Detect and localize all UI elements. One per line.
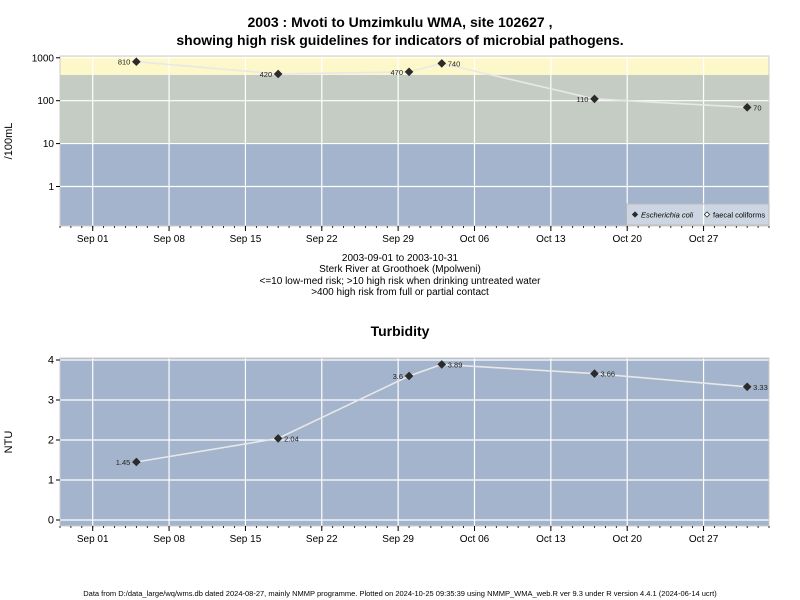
- x-tick-label: Oct 13: [536, 534, 566, 545]
- data-label: 110: [577, 95, 589, 104]
- site-name: Sterk River at Groothoek (Mpolweni): [319, 264, 481, 275]
- x-tick-label: Sep 22: [306, 534, 338, 545]
- y-tick-label: 4: [48, 355, 54, 367]
- legend-box: [626, 203, 770, 226]
- x-tick-label: Sep 29: [382, 234, 414, 245]
- chart-title-line1: 2003 : Mvoti to Umzimkulu WMA, site 1026…: [247, 14, 553, 30]
- x-tick-label: Sep 15: [230, 234, 262, 245]
- date-range: 2003-09-01 to 2003-10-31: [341, 253, 459, 264]
- plot-frame: [59, 55, 770, 227]
- data-label: 1.45: [116, 458, 131, 467]
- x-tick-label: Oct 06: [460, 234, 490, 245]
- y-tick-label: 2: [48, 435, 54, 447]
- risk-band-1: [60, 74, 769, 144]
- y-axis-label: NTU: [3, 431, 15, 454]
- x-tick-label: Sep 22: [306, 234, 338, 245]
- data-point-marker: [132, 457, 141, 467]
- y-tick-label: 10: [43, 139, 55, 150]
- guideline-drinking: <=10 low-med risk; >10 high risk when dr…: [259, 276, 541, 287]
- plot-background: [60, 358, 769, 526]
- guideline-contact: >400 high risk from full or partial cont…: [311, 287, 489, 298]
- y-tick-label: 1: [48, 182, 54, 193]
- x-tick-label: Sep 08: [153, 534, 185, 545]
- y-tick-label: 1: [48, 475, 54, 487]
- data-label: 420: [260, 70, 273, 79]
- y-tick-label: 100: [37, 96, 54, 107]
- x-tick-label: Sep 01: [77, 234, 109, 245]
- data-point-marker: [437, 360, 447, 369]
- footer-note: Data from D:/data_large/wq/wms.db dated …: [83, 589, 717, 598]
- series-line: [136, 60, 748, 109]
- turbidity-chart-title: Turbidity: [370, 323, 430, 339]
- x-tick-label: Sep 29: [382, 534, 414, 545]
- data-label: 2.04: [284, 434, 299, 443]
- x-tick-label: Sep 08: [153, 234, 185, 245]
- data-point-marker: [742, 103, 752, 112]
- data-label: 810: [118, 58, 131, 67]
- y-tick-label: 1000: [32, 53, 55, 64]
- data-point-marker: [273, 434, 283, 443]
- risk-band-0: [60, 143, 769, 226]
- legend-entry: faecal coliforms: [713, 211, 765, 220]
- x-tick-label: Oct 20: [612, 534, 642, 545]
- data-label: 3.89: [448, 360, 463, 369]
- data-label: 740: [448, 59, 461, 68]
- data-point-marker: [742, 382, 752, 392]
- data-point-marker: [404, 371, 414, 381]
- y-tick-label: 0: [48, 515, 54, 527]
- x-tick-label: Oct 20: [612, 234, 642, 245]
- y-axis-label: /100mL: [3, 123, 15, 160]
- x-tick-label: Oct 13: [536, 234, 566, 245]
- data-point-marker: [132, 57, 141, 67]
- x-tick-label: Oct 27: [689, 234, 719, 245]
- x-tick-label: Sep 01: [77, 534, 109, 545]
- chart-title-line2: showing high risk guidelines for indicat…: [176, 32, 624, 48]
- legend-filled-diamond-icon: [631, 211, 639, 218]
- data-label: 70: [753, 103, 761, 112]
- data-point-marker: [437, 59, 447, 68]
- plot-frame: [59, 357, 770, 527]
- data-label: 3.33: [753, 383, 768, 392]
- data-label: 470: [391, 68, 404, 77]
- data-point-marker: [404, 67, 414, 77]
- legend-open-diamond-icon: [703, 211, 711, 218]
- series-line: [136, 363, 748, 463]
- y-tick-label: 3: [48, 395, 54, 407]
- x-tick-label: Sep 15: [230, 534, 262, 545]
- data-label: 3.66: [600, 370, 615, 379]
- risk-band-2: [60, 56, 769, 75]
- data-point-marker: [590, 369, 599, 378]
- x-tick-label: Oct 06: [460, 534, 490, 545]
- x-tick-label: Oct 27: [689, 534, 719, 545]
- data-point-marker: [590, 94, 599, 104]
- data-point-marker: [273, 69, 283, 79]
- data-label: 3.6: [393, 372, 403, 381]
- legend-entry: Escherichia coli: [641, 211, 693, 220]
